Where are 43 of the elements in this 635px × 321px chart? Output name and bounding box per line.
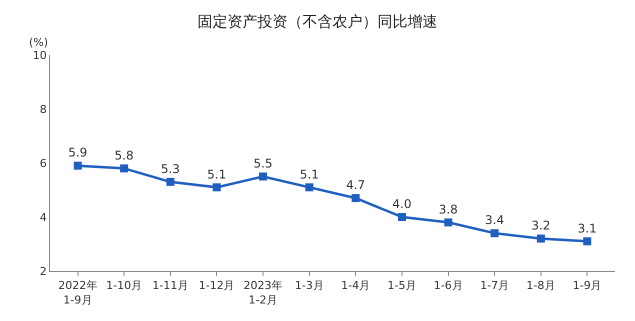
- x-tick-label: 1-8月: [526, 279, 556, 292]
- x-tick-label: 1-4月: [341, 279, 370, 292]
- x-tick-label: 1-6月: [434, 279, 463, 292]
- point: [305, 183, 314, 192]
- y-axis-title: (%): [29, 36, 48, 49]
- point: [398, 213, 406, 221]
- data-label: 5.5: [253, 156, 273, 170]
- point: [352, 194, 360, 202]
- point: [536, 234, 545, 243]
- x-tick-label: 1-3月: [294, 279, 324, 292]
- data-label: 3.1: [578, 221, 597, 236]
- data-label: 5.9: [68, 146, 88, 160]
- x-tick-label: 1-11月: [152, 279, 188, 292]
- y-tick-label: 6: [40, 156, 47, 170]
- chart-title: 固定资产投资（不含农户）同比增速: [198, 12, 438, 31]
- x-tick-label: 1-10月: [106, 279, 142, 292]
- point: [120, 164, 128, 172]
- point: [583, 237, 592, 246]
- data-label: 4.0: [392, 197, 412, 211]
- data-label: 3.4: [485, 213, 504, 228]
- y-tick-label: 4: [40, 210, 47, 224]
- y-tick-label: 8: [40, 102, 47, 116]
- data-label: 3.2: [531, 218, 550, 233]
- data-label: 3.8: [438, 202, 458, 216]
- x-tick-label: 1-5月: [387, 279, 416, 292]
- data-label: 5.3: [160, 162, 180, 176]
- data-label: 5.1: [207, 167, 226, 182]
- data-label: 5.8: [114, 148, 134, 162]
- y-tick-label: 2: [40, 264, 47, 278]
- point: [490, 229, 499, 238]
- point: [74, 162, 82, 170]
- x-tick-label: 2022年 1-9月: [58, 279, 98, 306]
- data-label: 4.7: [346, 178, 366, 192]
- y-tick-label: 10: [32, 48, 47, 62]
- x-tick-label: 2023年 1-2月: [244, 279, 283, 306]
- point: [212, 183, 221, 192]
- x-tick-label: 1-12月: [198, 279, 235, 292]
- point: [166, 178, 174, 186]
- x-tick-label: 1-7月: [480, 279, 510, 292]
- x-tick-label: 1-9月: [572, 279, 602, 292]
- point: [444, 218, 452, 226]
- point: [259, 172, 268, 180]
- data-label: 5.1: [300, 167, 319, 182]
